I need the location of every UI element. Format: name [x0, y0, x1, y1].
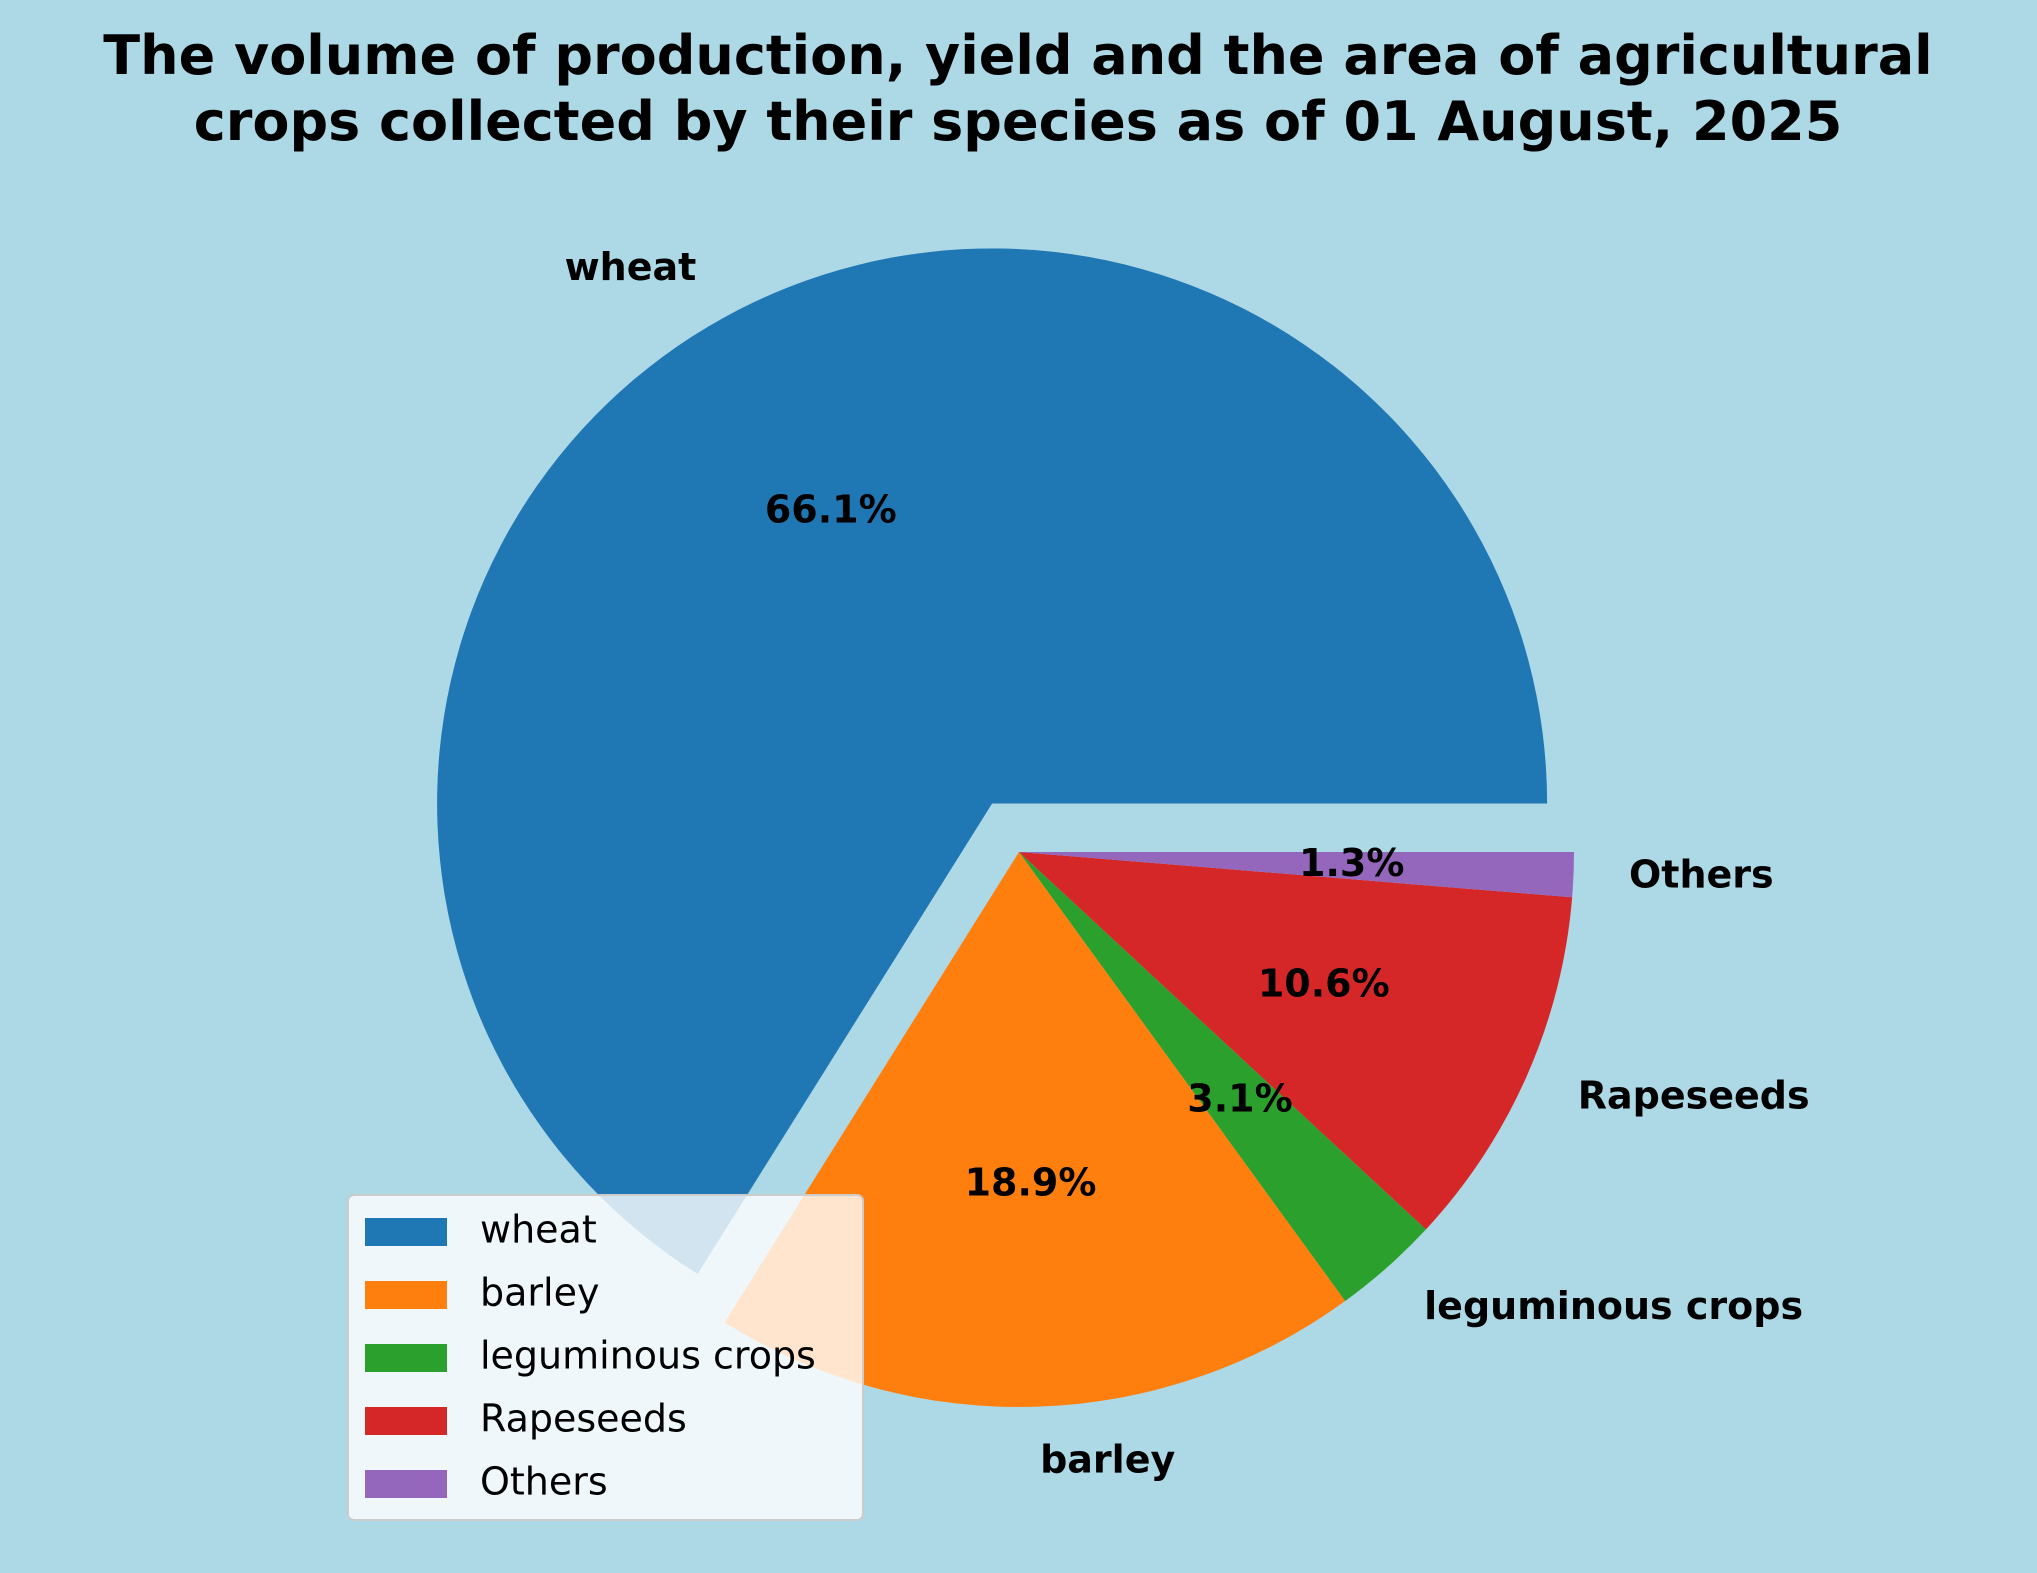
slice-label-barley: barley — [1040, 1438, 1175, 1482]
slice-label-wheat: wheat — [565, 245, 697, 289]
pie-slice-wheat — [437, 248, 1548, 1274]
legend-label-leguminous-crops: leguminous crops — [480, 1334, 816, 1378]
legend-label-wheat: wheat — [480, 1208, 597, 1252]
legend-swatch-leguminous-crops — [365, 1344, 447, 1372]
legend-label-others: Others — [480, 1460, 608, 1504]
percent-label-barley: 18.9% — [965, 1160, 1097, 1204]
slice-label-rapeseeds: Rapeseeds — [1578, 1073, 1810, 1117]
pie-slice-others — [1019, 852, 1575, 898]
legend-swatch-barley — [365, 1281, 447, 1309]
slice-label-others: Others — [1629, 852, 1774, 896]
percent-label-others: 1.3% — [1299, 841, 1404, 885]
chart-title-line-2: crops collected by their species as of 0… — [194, 90, 1843, 153]
pie-slices — [437, 248, 1575, 1408]
pie-slice-leguminous-crops — [1019, 852, 1426, 1302]
legend-box — [347, 1194, 864, 1521]
legend-swatch-others — [365, 1470, 447, 1498]
chart-title-line-1: The volume of production, yield and the … — [103, 24, 1932, 87]
pie-slice-labels: wheat barley leguminous crops Rapeseeds Othe… — [565, 245, 1810, 1482]
percent-label-wheat: 66.1% — [765, 488, 897, 532]
percent-label-leguminous-crops: 3.1% — [1187, 1077, 1292, 1121]
percent-label-rapeseeds: 10.6% — [1258, 962, 1390, 1006]
slice-label-leguminous-crops: leguminous crops — [1424, 1284, 1803, 1328]
chart-legend: wheat barley leguminous crops Rapeseeds Othe… — [347, 1194, 864, 1521]
legend-label-barley: barley — [480, 1271, 599, 1315]
legend-label-rapeseeds: Rapeseeds — [480, 1397, 687, 1441]
pie-percent-labels: 66.1% 18.9% 3.1% 10.6% 1.3% — [765, 488, 1405, 1205]
legend-swatch-rapeseeds — [365, 1407, 447, 1435]
pie-slice-rapeseeds — [1019, 852, 1573, 1230]
pie-slice-barley — [724, 852, 1346, 1408]
legend-swatch-wheat — [365, 1218, 447, 1246]
